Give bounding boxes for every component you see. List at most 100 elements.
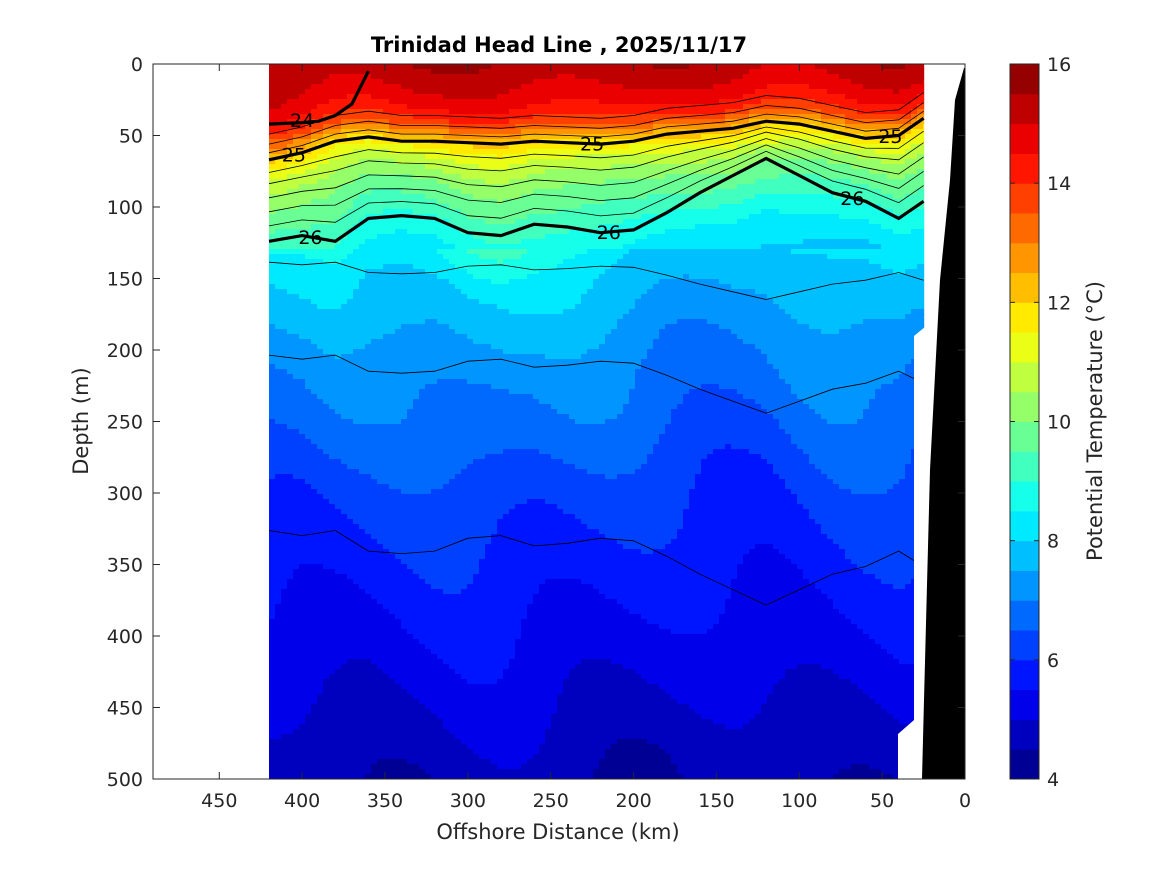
- temperature-cell: [311, 124, 318, 130]
- temperature-cell: [365, 689, 372, 695]
- temperature-cell: [323, 324, 330, 330]
- temperature-cell: [401, 399, 408, 405]
- temperature-cell: [455, 269, 462, 275]
- temperature-cell: [293, 359, 300, 365]
- temperature-cell: [371, 499, 378, 505]
- temperature-cell: [443, 499, 450, 505]
- temperature-cell: [449, 689, 456, 695]
- temperature-cell: [299, 484, 306, 490]
- temperature-cell: [389, 349, 396, 355]
- temperature-cell: [407, 514, 414, 520]
- temperature-cell: [467, 169, 474, 175]
- temperature-cell: [269, 639, 276, 645]
- temperature-cell: [317, 769, 324, 775]
- temperature-cell: [299, 679, 306, 685]
- temperature-cell: [449, 334, 456, 340]
- temperature-cell: [395, 274, 402, 280]
- temperature-cell: [431, 629, 438, 635]
- temperature-cell: [389, 614, 396, 620]
- temperature-cell: [359, 304, 366, 310]
- temperature-cell: [323, 434, 330, 440]
- temperature-cell: [425, 774, 432, 779]
- temperature-cell: [473, 624, 480, 630]
- temperature-cell: [311, 744, 318, 750]
- temperature-cell: [275, 309, 282, 315]
- temperature-cell: [461, 134, 468, 140]
- temperature-cell: [329, 529, 336, 535]
- temperature-cell: [359, 589, 366, 595]
- temperature-cell: [341, 159, 348, 165]
- temperature-cell: [371, 749, 378, 755]
- temperature-cell: [449, 774, 456, 779]
- temperature-cell: [449, 469, 456, 475]
- temperature-cell: [287, 554, 294, 560]
- temperature-cell: [347, 754, 354, 760]
- temperature-cell: [311, 104, 318, 110]
- temperature-cell: [431, 704, 438, 710]
- temperature-cell: [353, 514, 360, 520]
- temperature-cell: [323, 769, 330, 775]
- temperature-cell: [299, 309, 306, 315]
- temperature-cell: [437, 129, 444, 135]
- temperature-cell: [437, 214, 444, 220]
- temperature-cell: [407, 224, 414, 230]
- temperature-cell: [425, 729, 432, 735]
- temperature-cell: [365, 514, 372, 520]
- temperature-cell: [437, 684, 444, 690]
- temperature-cell: [371, 579, 378, 585]
- temperature-cell: [401, 379, 408, 385]
- temperature-cell: [461, 219, 468, 225]
- temperature-cell: [281, 324, 288, 330]
- temperature-cell: [329, 439, 336, 445]
- temperature-cell: [473, 694, 480, 700]
- temperature-cell: [329, 264, 336, 270]
- temperature-cell: [467, 699, 474, 705]
- temperature-cell: [275, 499, 282, 505]
- temperature-cell: [323, 479, 330, 485]
- temperature-cell: [455, 399, 462, 405]
- temperature-cell: [311, 629, 318, 635]
- temperature-cell: [365, 219, 372, 225]
- temperature-cell: [287, 724, 294, 730]
- temperature-cell: [305, 174, 312, 180]
- temperature-cell: [317, 474, 324, 480]
- temperature-cell: [431, 389, 438, 395]
- temperature-cell: [269, 729, 276, 735]
- temperature-cell: [329, 759, 336, 765]
- temperature-cell: [431, 94, 438, 100]
- temperature-cell: [335, 524, 342, 530]
- temperature-cell: [437, 289, 444, 295]
- temperature-cell: [395, 719, 402, 725]
- temperature-cell: [455, 489, 462, 495]
- temperature-cell: [341, 74, 348, 80]
- temperature-cell: [281, 604, 288, 610]
- temperature-cell: [335, 279, 342, 285]
- temperature-cell: [305, 139, 312, 145]
- temperature-cell: [467, 754, 474, 760]
- temperature-cell: [323, 774, 330, 779]
- temperature-cell: [377, 624, 384, 630]
- temperature-cell: [323, 709, 330, 715]
- temperature-cell: [293, 539, 300, 545]
- temperature-cell: [425, 764, 432, 770]
- temperature-cell: [323, 179, 330, 185]
- temperature-cell: [347, 469, 354, 475]
- temperature-cell: [323, 409, 330, 415]
- temperature-cell: [359, 429, 366, 435]
- temperature-cell: [311, 419, 318, 425]
- temperature-cell: [437, 494, 444, 500]
- temperature-cell: [371, 594, 378, 600]
- temperature-cell: [371, 724, 378, 730]
- temperature-cell: [275, 639, 282, 645]
- temperature-cell: [431, 684, 438, 690]
- temperature-cell: [407, 694, 414, 700]
- temperature-cell: [293, 509, 300, 515]
- temperature-cell: [353, 549, 360, 555]
- temperature-cell: [275, 559, 282, 565]
- temperature-cell: [371, 279, 378, 285]
- temperature-cell: [275, 234, 282, 240]
- temperature-cell: [461, 759, 468, 765]
- temperature-cell: [299, 689, 306, 695]
- temperature-cell: [395, 169, 402, 175]
- temperature-cell: [287, 609, 294, 615]
